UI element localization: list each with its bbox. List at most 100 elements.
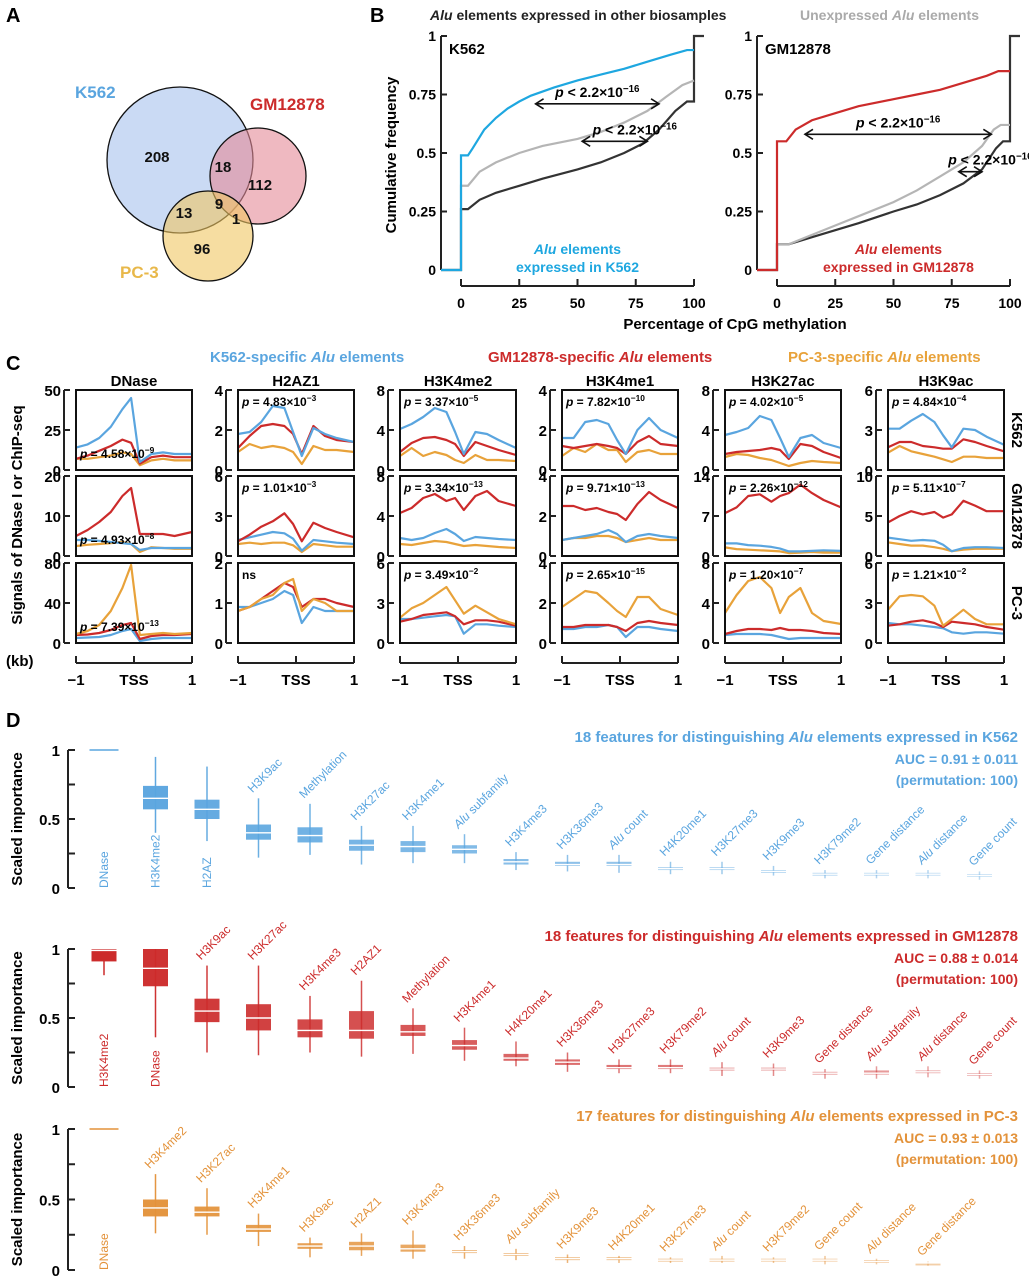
box-h3k4me1: H3K4me1 (451, 977, 499, 1061)
x-tick-label: 25 (827, 295, 843, 311)
importance-title-part: elements expressed in GM12878 (783, 928, 1018, 945)
profile-line-pc3 (237, 577, 354, 613)
box-h3k27me3: H3K27me3 (657, 1202, 709, 1263)
profile-cell-h3k27ac-gm12878: 0 7 14 p = 2.26×10−12 (693, 469, 842, 566)
test-p-value-part: p (947, 152, 957, 168)
venn-count-k562_pc3: 13 (176, 205, 193, 222)
box-h3k4me1: H3K4me1 (399, 775, 447, 864)
venn-label-k562: K562 (75, 83, 116, 102)
box-iqr (194, 1206, 220, 1217)
box-gene-count: Gene count (811, 1199, 865, 1265)
box-h3k36me3: H3K36me3 (554, 997, 606, 1072)
box-label: Alu subfamily (502, 1186, 563, 1247)
box-label-part: Gene count (966, 814, 1020, 868)
y-tick-label: 0 (52, 1263, 60, 1280)
y-tick-label: 7 (702, 509, 710, 526)
test-p-value: p < 2.2×10−16 (592, 121, 678, 138)
box-alu-count: Alu count (708, 1014, 754, 1076)
box-label: H2AZ1 (348, 1194, 385, 1231)
y-tick-label: 6 (865, 383, 873, 400)
box-label: Alu distance (914, 1007, 971, 1064)
box-label-part: Methylation (399, 952, 452, 1005)
profile-line-k562 (562, 416, 679, 456)
y-tick-label: 0 (539, 636, 547, 653)
x-tick-label: 50 (570, 295, 586, 311)
box-label-part: H3K27me3 (605, 1004, 658, 1057)
legend-other-part: elements expressed in other biosamples (453, 7, 727, 23)
expressed-label-2: expressed in K562 (516, 259, 639, 275)
arrowheads (534, 98, 661, 110)
y-tick-label: 0.75 (725, 87, 752, 103)
profile-cell-h3k9ac-gm12878: 0 5 10 p = 5.11×10−7 (856, 469, 1005, 566)
profile-p-value-part: = 4.83×10 (249, 395, 307, 409)
ecdf-line-other (441, 34, 704, 272)
profiles-ylabel: Signals of DNase I or ChIP-seq (9, 405, 26, 624)
profile-p-value-part: = 1.21×10 (899, 568, 957, 582)
y-tick-label: 0 (52, 881, 60, 898)
box-label: Gene count (966, 814, 1020, 868)
box-h3k9ac: H3K9ac (296, 1195, 336, 1258)
box-label: H2AZ (200, 857, 214, 888)
profile-p-value-part: −3 (307, 479, 317, 489)
box-label-part: H3K27me3 (708, 806, 761, 859)
y-tick-label: 1 (428, 28, 436, 44)
box-h3k36me3: H3K36me3 (554, 799, 606, 872)
profile-line-gm (562, 619, 679, 633)
box-label: Gene count (811, 1199, 865, 1253)
x-tick-label: 100 (682, 295, 706, 311)
y-tick-label: 0 (215, 463, 223, 480)
profile-line-k562 (237, 530, 355, 552)
box-label: H3K79me2 (657, 1004, 710, 1057)
box-label-part: H2AZ1 (348, 1194, 385, 1231)
box-label: H3K27me3 (605, 1004, 658, 1057)
profile-cell-h3k27ac-k562: 0 4 8 p = 4.02×10−5 (702, 383, 842, 480)
profile-line-k562 (725, 542, 842, 553)
y-tick-label: 0 (539, 549, 547, 566)
row-title-pc-3: PC-3 (1008, 586, 1025, 620)
x-tick-label: 0 (773, 295, 781, 311)
box-label-part: H2AZ1 (348, 941, 385, 978)
expressed-label-2: expressed in GM12878 (823, 259, 974, 275)
profile-line-gm (75, 486, 193, 538)
x-tick-label: TSS (931, 672, 960, 689)
box-label: Alu count (708, 1014, 754, 1060)
profile-legend-0: K562-specific Alu elements (210, 349, 404, 366)
y-tick-label: 0 (377, 636, 385, 653)
box-label-part: H4K20me1 (502, 986, 555, 1039)
y-tick-label: 1 (52, 743, 60, 760)
box-label: H3K27ac (348, 778, 393, 823)
ecdf-line-expressed (757, 70, 1010, 272)
box-label: Methylation (296, 748, 349, 801)
y-tick-label: 0 (53, 463, 61, 480)
box-label: H3K4me2 (149, 834, 163, 888)
panel-label-d: D (6, 710, 20, 732)
box-gene-distance: Gene distance (811, 1001, 876, 1079)
box-label-part: subfamily (514, 1186, 562, 1234)
box-alu-count: Alu count (708, 1207, 754, 1263)
y-tick-label: 6 (377, 556, 385, 573)
y-tick-label: 5 (865, 509, 873, 526)
profile-p-value-part: p (728, 481, 736, 495)
y-tick-label: 0 (215, 549, 223, 566)
arrowheads (580, 135, 649, 147)
y-tick-label: 2 (539, 596, 547, 613)
y-tick-label: 3 (865, 423, 873, 440)
box-label: DNase (97, 1233, 111, 1270)
venn-count-gm12878_pc3: 1 (232, 211, 240, 228)
profile-p-value-part: p (403, 481, 411, 495)
box-label-part: subfamily (875, 1003, 923, 1051)
profile-frame (75, 475, 193, 557)
profile-line-gm (887, 499, 1004, 524)
box-h3k79me2: H3K79me2 (657, 1004, 710, 1074)
x-tick-label: TSS (768, 672, 797, 689)
legend-other: Alu elements expressed in other biosampl… (429, 7, 727, 23)
profile-line-k562 (887, 621, 1005, 635)
importance-ylabel: Scaled importance (9, 1133, 26, 1266)
profile-p-value: p = 4.58×10−9 (79, 445, 155, 461)
profile-line-gm (399, 435, 517, 458)
profile-cell-h2az1-k562: 0 2 4 p = 4.83×10−3 (215, 383, 355, 480)
profile-cell-h3k4me1-pc-3: 0 2 4 p = 2.65×10−15 −1 TSS 1 (539, 556, 683, 689)
y-tick-label: 25 (44, 423, 61, 440)
y-tick-label: 0 (52, 1080, 60, 1097)
x-tick-label: TSS (605, 672, 634, 689)
